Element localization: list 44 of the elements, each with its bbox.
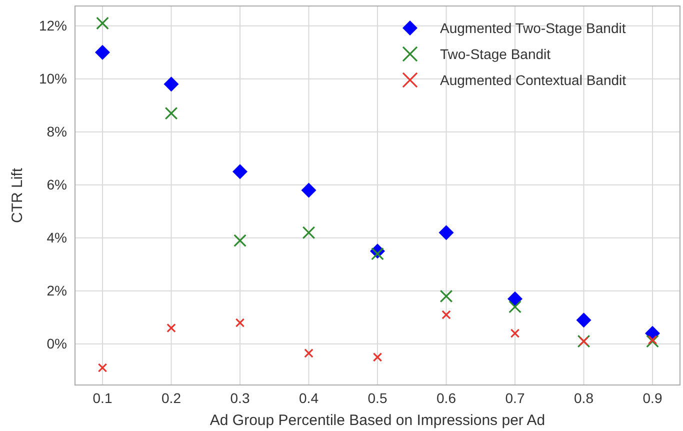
x-tick-label: 0.9 (642, 390, 662, 406)
x-tick-label: 0.7 (505, 390, 525, 406)
y-tick-label: 0% (46, 335, 67, 352)
legend-label: Augmented Contextual Bandit (440, 72, 626, 88)
point (508, 291, 522, 306)
point (576, 312, 592, 328)
y-tick-label: 12% (38, 17, 67, 34)
point (304, 348, 314, 358)
x-axis-title: Ad Group Percentile Based on Impressions per Ad (210, 412, 546, 429)
point (234, 234, 246, 248)
y-tick-label: 8% (46, 123, 67, 140)
point (301, 182, 316, 198)
point (96, 16, 109, 30)
point (440, 290, 453, 303)
x-tick-label: 0.1 (92, 390, 112, 406)
y-axis-title: CTR Lift (9, 167, 26, 224)
x-tick-label: 0.5 (368, 390, 388, 406)
point (232, 164, 248, 180)
y-tick-label: 10% (38, 70, 67, 86)
y-tick-label: 4% (46, 229, 67, 246)
x-tick-label: 0.3 (230, 390, 250, 406)
x-tick-label: 0.6 (436, 390, 456, 406)
y-tick-label: 2% (46, 282, 67, 298)
point (372, 352, 382, 362)
point (371, 247, 384, 260)
point (98, 363, 108, 372)
point (164, 76, 179, 92)
point (164, 106, 178, 120)
point (442, 310, 451, 320)
point (166, 323, 176, 333)
point (302, 226, 316, 240)
legend-label: Augmented Two-Stage Bandit (440, 20, 626, 36)
point (235, 318, 245, 328)
x-tick-label: 0.8 (574, 390, 594, 406)
y-tick-label: 6% (46, 176, 67, 192)
legend-label: Two-Stage Bandit (440, 46, 551, 62)
point (438, 225, 454, 240)
point (508, 300, 522, 314)
point (95, 44, 110, 60)
point (646, 334, 659, 348)
point (648, 335, 658, 345)
x-tick-label: 0.4 (299, 390, 319, 406)
x-tick-label: 0.2 (162, 390, 182, 406)
point (510, 328, 520, 338)
